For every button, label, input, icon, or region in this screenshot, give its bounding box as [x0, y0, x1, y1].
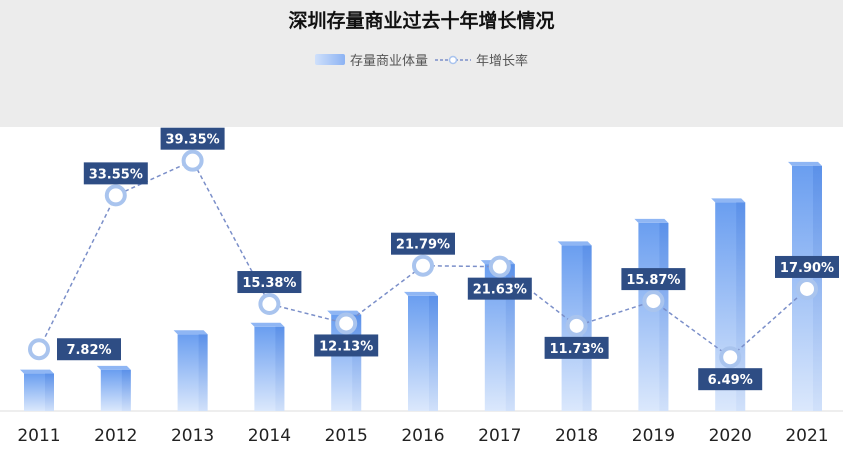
bar-2013[interactable] — [173, 330, 208, 411]
growth-label-box — [83, 162, 148, 185]
growth-label-2018: 11.73% — [544, 336, 609, 359]
bar-side-face — [45, 373, 54, 411]
x-tick-2016: 2016 — [401, 426, 444, 446]
growth-label-2021: 17.90% — [775, 255, 839, 278]
growth-point-2013[interactable] — [181, 149, 204, 172]
growth-label-box — [621, 268, 686, 291]
x-tick-2011: 2011 — [17, 426, 60, 446]
growth-label-2020: 6.49% — [698, 368, 763, 391]
growth-label-text: 17.90% — [780, 261, 834, 276]
growth-point-2019[interactable] — [642, 290, 665, 313]
growth-label-2013: 39.35% — [160, 127, 225, 150]
bar-side-face — [275, 326, 285, 411]
legend-item-growth[interactable]: 年增长率 — [428, 50, 528, 69]
growth-label-text: 11.73% — [550, 342, 604, 357]
growth-point-2020[interactable] — [719, 346, 742, 369]
legend-line-swatch — [435, 55, 471, 64]
growth-point-2011[interactable] — [28, 338, 50, 361]
bar-2011[interactable] — [20, 369, 54, 411]
growth-label-text: 12.13% — [319, 339, 373, 354]
growth-label-box — [237, 271, 302, 294]
bar-top-face — [20, 369, 54, 374]
bar-side-face — [352, 314, 362, 411]
growth-point-2016[interactable] — [412, 254, 434, 277]
legend-bar-swatch — [314, 54, 345, 65]
x-tick-2013: 2013 — [171, 426, 214, 446]
growth-label-2016: 21.79% — [391, 232, 455, 255]
growth-point-2018[interactable] — [565, 314, 588, 337]
growth-data-labels: 7.82% 33.55% 39.35% 15.38% 12.13% 21.79% 21.63… — [57, 127, 839, 391]
bar-top-face — [250, 322, 285, 327]
growth-label-box — [391, 232, 455, 255]
legend-item-volume[interactable]: 存量商业体量 — [314, 50, 428, 69]
growth-label-text: 21.79% — [396, 238, 450, 253]
growth-label-2015: 12.13% — [314, 334, 379, 357]
bar-side-face — [736, 202, 746, 411]
growth-label-text: 15.87% — [626, 273, 680, 288]
growth-label-2012: 33.55% — [83, 162, 148, 185]
growth-label-box — [57, 338, 121, 361]
growth-point-2021[interactable] — [796, 277, 818, 300]
bar-side-face — [429, 295, 438, 411]
x-tick-2012: 2012 — [94, 426, 137, 446]
bar-side-face — [198, 334, 208, 411]
growth-label-2019: 15.87% — [621, 268, 686, 291]
growth-point-2015[interactable] — [335, 312, 358, 335]
bar-top-face — [557, 241, 592, 246]
x-tick-2014: 2014 — [248, 426, 291, 446]
bar-2019[interactable] — [634, 218, 669, 411]
bar-top-face — [404, 291, 438, 296]
growth-label-2014: 15.38% — [237, 271, 302, 294]
growth-label-box — [160, 127, 225, 150]
x-tick-2020: 2020 — [709, 426, 752, 446]
bar-2014[interactable] — [250, 322, 285, 411]
bar-top-face — [173, 330, 208, 335]
legend: 存量商业体量 年增长率 — [0, 50, 843, 69]
bar-side-face — [659, 222, 669, 411]
growth-label-text: 6.49% — [708, 373, 753, 388]
growth-label-2011: 7.82% — [57, 338, 121, 361]
growth-label-text: 21.63% — [473, 283, 527, 298]
x-tick-2018: 2018 — [555, 426, 598, 446]
legend-label-growth: 年增长率 — [476, 54, 529, 69]
bar-top-face — [327, 310, 362, 315]
bar-2016[interactable] — [404, 291, 438, 411]
growth-point-2017[interactable] — [488, 255, 511, 278]
x-axis-tick-labels: 2011 2012 2013 2014 2015 2016 2017 2018 2019 2020… — [17, 426, 828, 446]
bar-side-face — [121, 369, 131, 411]
growth-label-box — [314, 334, 379, 357]
x-tick-2019: 2019 — [632, 426, 675, 446]
growth-point-2014[interactable] — [258, 293, 281, 316]
growth-label-box — [467, 277, 532, 300]
legend-label-volume: 存量商业体量 — [349, 54, 428, 69]
x-tick-2021: 2021 — [785, 426, 828, 446]
growth-label-text: 7.82% — [66, 343, 111, 358]
growth-label-2017: 21.63% — [467, 277, 532, 300]
bar-top-face — [634, 218, 669, 223]
growth-label-text: 15.38% — [242, 276, 296, 291]
growth-label-box — [698, 368, 763, 391]
growth-label-box — [544, 336, 609, 359]
growth-label-text: 33.55% — [89, 167, 143, 182]
chart-title: 深圳存量商业过去十年增长情况 — [288, 10, 555, 32]
x-tick-2017: 2017 — [478, 426, 521, 446]
bar-top-face — [788, 161, 822, 166]
bar-side-face — [505, 264, 515, 411]
growth-markers — [28, 149, 818, 369]
growth-label-text: 39.35% — [166, 133, 220, 148]
growth-label-box — [775, 255, 839, 278]
bar-top-face — [96, 365, 131, 370]
bar-top-face — [711, 198, 746, 203]
growth-point-2012[interactable] — [104, 184, 127, 207]
x-tick-2015: 2015 — [325, 426, 368, 446]
bar-2012[interactable] — [96, 365, 131, 411]
